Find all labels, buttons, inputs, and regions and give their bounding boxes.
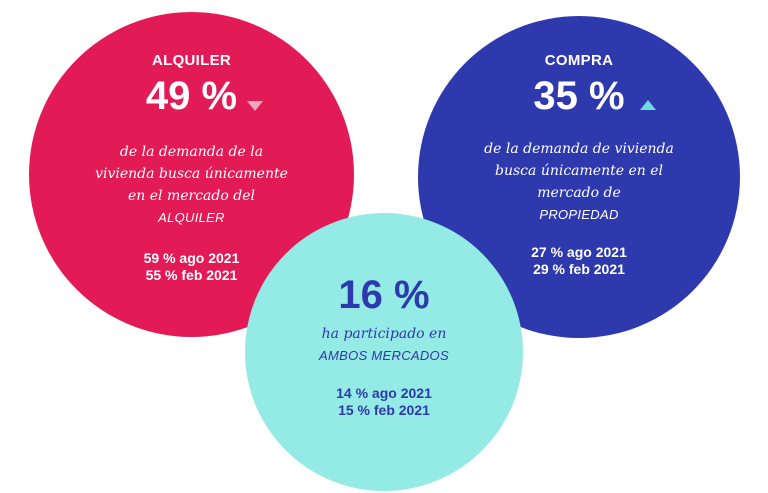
triangle-down-icon — [247, 101, 263, 111]
ambos-value: 16 % — [338, 273, 430, 317]
alquiler-circle: ALQUILER 49 % de la demanda de la vivien… — [29, 12, 354, 337]
triangle-up-icon — [640, 100, 656, 110]
ambos-history: 14 % ago 2021 15 % feb 2021 — [245, 385, 523, 419]
compra-percentage: 35 % — [533, 74, 625, 118]
compra-desc-line: mercado de — [537, 185, 621, 201]
compra-highlight: PROPIEDAD — [539, 207, 619, 222]
alquiler-history-ago: 59 % ago 2021 — [143, 250, 240, 266]
alquiler-history-feb: 55 % feb 2021 — [145, 267, 238, 283]
alquiler-label: ALQUILER — [151, 52, 232, 69]
compra-desc-line: de la demanda de vivienda — [484, 141, 674, 157]
ambos-history-ago: 14 % ago 2021 — [336, 385, 432, 401]
ambos-history-feb: 15 % feb 2021 — [338, 402, 430, 418]
ambos-description: ha participado en AMBOS MERCADOS — [265, 323, 503, 367]
alquiler-desc-line: de la demanda de la — [119, 144, 264, 160]
alquiler-desc-line: vivienda busca únicamente — [95, 166, 288, 182]
alquiler-history: 59 % ago 2021 55 % feb 2021 — [29, 250, 354, 284]
ambos-highlight: AMBOS MERCADOS — [319, 348, 449, 363]
alquiler-desc-line: en el mercado del — [128, 188, 255, 204]
compra-history: 27 % ago 2021 29 % feb 2021 — [418, 244, 740, 278]
compra-desc-line: busca únicamente en el — [495, 163, 663, 179]
ambos-desc-line: ha participado en — [321, 326, 447, 342]
compra-history-feb: 29 % feb 2021 — [533, 261, 625, 277]
compra-history-ago: 27 % ago 2021 — [531, 244, 627, 260]
compra-description: de la demanda de vivienda busca únicamen… — [448, 138, 710, 226]
alquiler-description: de la demanda de la vivienda busca única… — [59, 141, 324, 229]
alquiler-value: 49 % — [29, 74, 354, 118]
compra-value: 35 % — [418, 74, 740, 118]
alquiler-percentage: 49 % — [145, 74, 238, 118]
compra-label: COMPRA — [544, 52, 614, 69]
ambos-circle: 16 % ha participado en AMBOS MERCADOS 14… — [245, 213, 523, 491]
alquiler-highlight: ALQUILER — [158, 210, 225, 225]
